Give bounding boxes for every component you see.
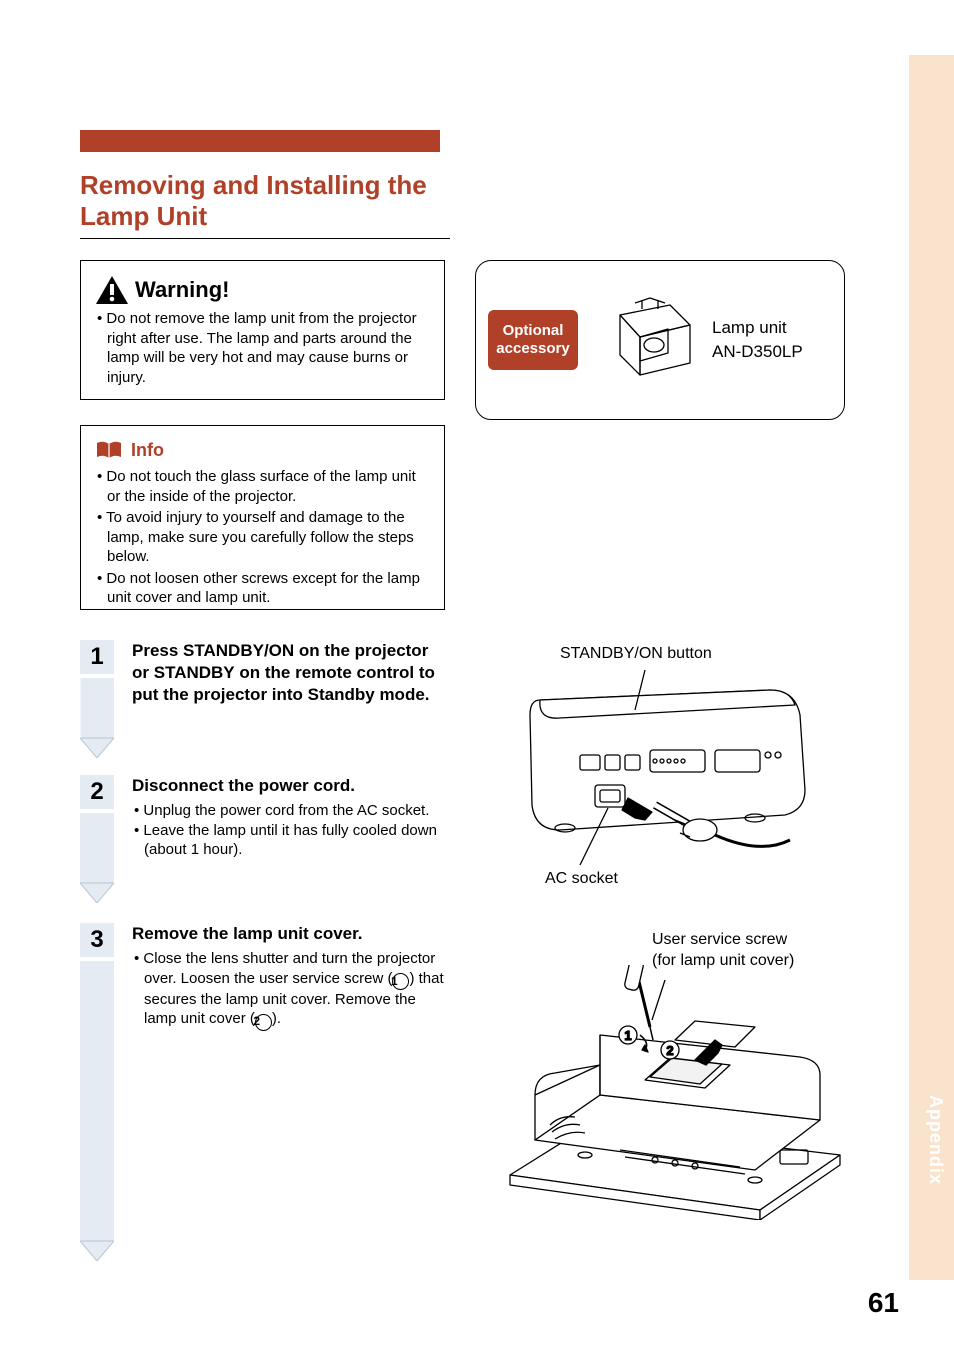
step-number-badge: 2 — [80, 775, 114, 809]
info-item: • Do not touch the glass surface of the … — [95, 467, 430, 506]
emphasis: STANDBY — [154, 663, 235, 682]
step-num-col: 2 — [80, 775, 114, 908]
figure-label-standby: STANDBY/ON button — [560, 645, 712, 663]
lamp-accessory-box: Optional accessory Lamp unit AN-D350LP — [475, 260, 845, 420]
info-heading: Info — [131, 440, 164, 461]
info-heading-row: Info — [95, 440, 430, 461]
step-flow-arrow-icon — [80, 813, 114, 903]
badge-line: accessory — [496, 340, 569, 358]
step-item: • Close the lens shutter and turn the pr… — [132, 949, 450, 1031]
manual-page: Appendix 61 Removing and Installing the … — [0, 0, 954, 1354]
step-item: • Leave the lamp until it has fully cool… — [132, 821, 450, 860]
lamp-name: Lamp unit — [712, 316, 803, 340]
warning-box: Warning! • Do not remove the lamp unit f… — [80, 260, 445, 400]
badge-line: Optional — [503, 322, 564, 340]
warning-text: • Do not remove the lamp unit from the p… — [95, 309, 430, 387]
side-tab-label: Appendix — [925, 1095, 946, 1185]
book-icon — [95, 441, 123, 461]
info-list: • Do not touch the glass surface of the … — [95, 467, 430, 608]
step-item: • Unplug the power cord from the AC sock… — [132, 801, 450, 821]
side-tab: Appendix — [909, 55, 954, 1280]
info-item: • To avoid injury to yourself and damage… — [95, 508, 430, 567]
info-item: • Do not loosen other screws except for … — [95, 569, 430, 608]
step-flow-arrow-icon — [80, 678, 114, 758]
lamp-unit-illustration — [590, 295, 700, 385]
warning-triangle-icon — [95, 275, 129, 305]
text: Press — [132, 641, 183, 660]
step-3: 3 Remove the lamp unit cover. • Close th… — [80, 923, 450, 1266]
lamp-text: Lamp unit AN-D350LP — [712, 316, 803, 364]
step-num-col: 1 — [80, 640, 114, 763]
text: ). — [272, 1010, 281, 1027]
svg-text:2: 2 — [666, 1043, 673, 1058]
step-body: Remove the lamp unit cover. • Close the … — [132, 923, 450, 1266]
circled-number: 1 — [392, 973, 409, 990]
step-number-badge: 3 — [80, 923, 114, 957]
header-accent-bar — [80, 130, 440, 152]
section-rule — [80, 238, 450, 239]
emphasis: STANDBY/ON — [183, 641, 294, 660]
warning-heading-row: Warning! — [95, 275, 430, 305]
lamp-model: AN-D350LP — [712, 340, 803, 364]
step-1: 1 Press STANDBY/ON on the projector or S… — [80, 640, 450, 763]
page-number: 61 — [868, 1287, 899, 1319]
projector-rear-illustration — [500, 670, 830, 870]
step-title: Disconnect the power cord. — [132, 775, 450, 797]
step-body: Disconnect the power cord. • Unplug the … — [132, 775, 450, 908]
text: User service screw — [652, 931, 787, 948]
step-flow-arrow-icon — [80, 961, 114, 1261]
step-body: Press STANDBY/ON on the projector or STA… — [132, 640, 450, 763]
step-num-col: 3 — [80, 923, 114, 1266]
info-box: Info • Do not touch the glass surface of… — [80, 425, 445, 610]
step-list: • Unplug the power cord from the AC sock… — [132, 801, 450, 860]
projector-bottom-illustration: 1 2 — [500, 965, 850, 1220]
step-title: Remove the lamp unit cover. — [132, 923, 450, 945]
section-title: Removing and Installing the Lamp Unit — [80, 170, 450, 232]
step-list: • Close the lens shutter and turn the pr… — [132, 949, 450, 1031]
step-number-badge: 1 — [80, 640, 114, 674]
svg-text:1: 1 — [624, 1028, 631, 1043]
optional-accessory-badge: Optional accessory — [488, 310, 578, 370]
warning-heading: Warning! — [135, 277, 230, 303]
circled-number: 2 — [255, 1014, 272, 1031]
step-2: 2 Disconnect the power cord. • Unplug th… — [80, 775, 450, 908]
step-title: Press STANDBY/ON on the projector or STA… — [132, 640, 450, 706]
figure-label-acsocket: AC socket — [545, 870, 618, 888]
